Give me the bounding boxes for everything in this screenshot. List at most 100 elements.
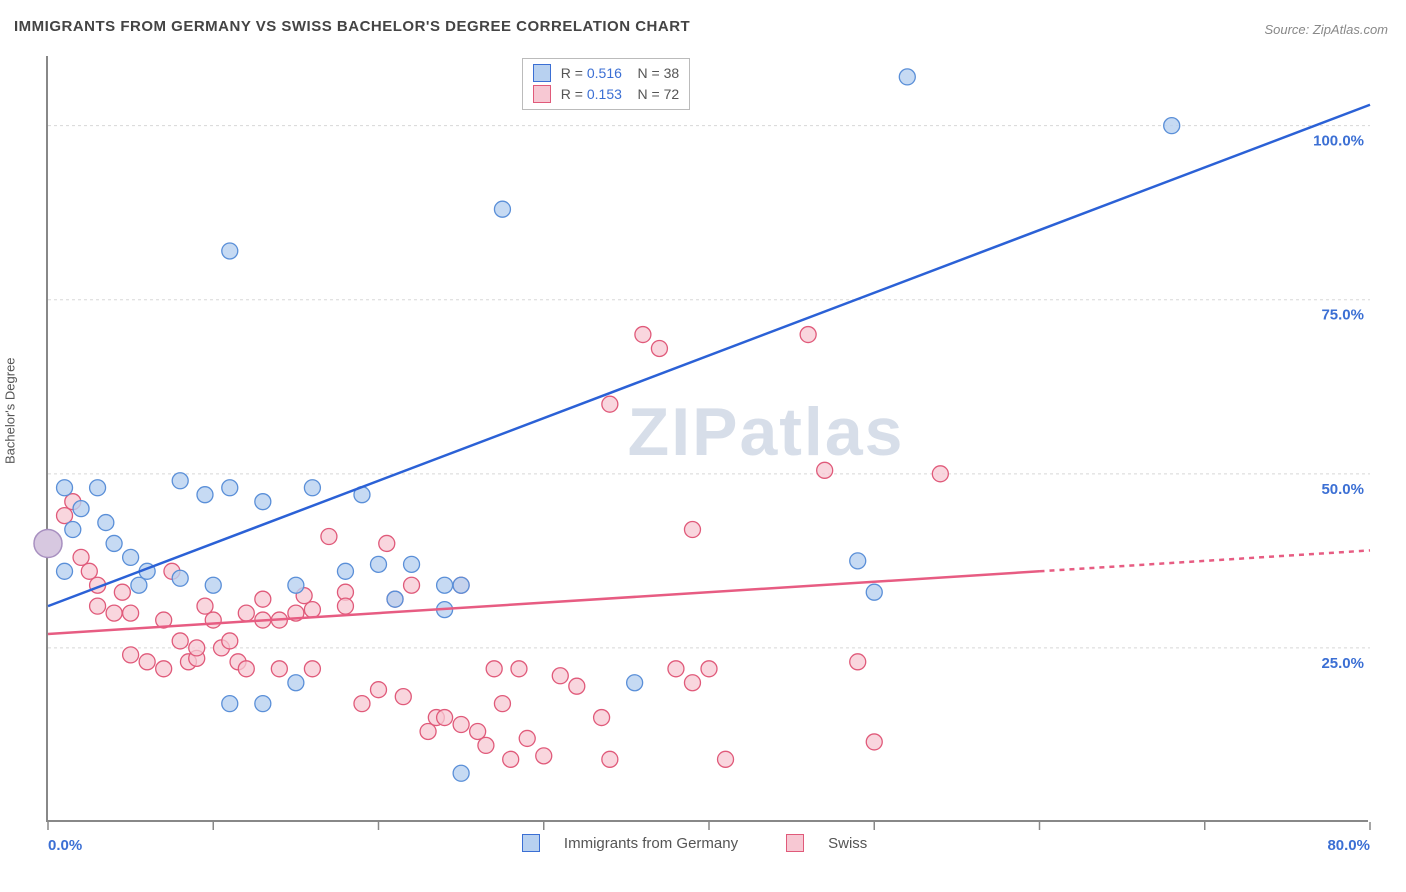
germany-data-point xyxy=(494,201,510,217)
swiss-data-point xyxy=(701,661,717,677)
swiss-data-point xyxy=(337,598,353,614)
legend-series-item: Swiss xyxy=(786,835,891,852)
swiss-data-point xyxy=(123,647,139,663)
swiss-data-point xyxy=(238,605,254,621)
swiss-data-point xyxy=(668,661,684,677)
y-tick-label: 25.0% xyxy=(1321,655,1364,672)
germany-data-point xyxy=(57,480,73,496)
swiss-data-point xyxy=(395,689,411,705)
legend-swatch-icon xyxy=(786,834,804,852)
swiss-data-point xyxy=(81,563,97,579)
legend-series-label: Immigrants from Germany xyxy=(564,835,738,852)
germany-data-point xyxy=(453,577,469,593)
swiss-data-point xyxy=(238,661,254,677)
swiss-data-point xyxy=(602,396,618,412)
swiss-data-point xyxy=(651,340,667,356)
r-label: R = xyxy=(561,65,587,81)
germany-data-point xyxy=(73,501,89,517)
germany-data-point xyxy=(627,675,643,691)
swiss-data-point xyxy=(205,612,221,628)
swiss-data-point xyxy=(379,535,395,551)
germany-data-point xyxy=(172,473,188,489)
legend-series-names: Immigrants from Germany Swiss xyxy=(522,834,915,852)
y-tick-label: 50.0% xyxy=(1321,481,1364,498)
germany-data-point xyxy=(387,591,403,607)
germany-data-point xyxy=(123,549,139,565)
swiss-data-point xyxy=(156,661,172,677)
r-value: 0.516 xyxy=(587,65,622,81)
germany-data-point xyxy=(255,696,271,712)
swiss-data-point xyxy=(635,327,651,343)
germany-data-point xyxy=(65,522,81,538)
swiss-data-point xyxy=(304,602,320,618)
swiss-data-point xyxy=(321,528,337,544)
germany-data-point xyxy=(404,556,420,572)
swiss-data-point xyxy=(114,584,130,600)
swiss-data-point xyxy=(470,723,486,739)
germany-data-point xyxy=(437,577,453,593)
swiss-data-point xyxy=(420,723,436,739)
swiss-data-point xyxy=(718,751,734,767)
swiss-data-point xyxy=(139,654,155,670)
swiss-data-point xyxy=(602,751,618,767)
y-tick-label: 75.0% xyxy=(1321,307,1364,324)
swiss-data-point xyxy=(478,737,494,753)
swiss-data-point xyxy=(189,640,205,656)
swiss-data-point xyxy=(354,696,370,712)
swiss-data-point xyxy=(552,668,568,684)
germany-data-point xyxy=(98,515,114,531)
germany-data-point xyxy=(288,577,304,593)
swiss-data-point xyxy=(172,633,188,649)
germany-data-point xyxy=(57,563,73,579)
r-value: 0.153 xyxy=(587,86,622,102)
large-data-marker xyxy=(34,529,62,557)
germany-data-point xyxy=(288,675,304,691)
swiss-data-point xyxy=(817,462,833,478)
germany-trend-line xyxy=(48,105,1370,606)
chart-title: IMMIGRANTS FROM GERMANY VS SWISS BACHELO… xyxy=(14,18,690,35)
germany-data-point xyxy=(197,487,213,503)
germany-data-point xyxy=(337,563,353,579)
germany-data-point xyxy=(131,577,147,593)
swiss-data-point xyxy=(800,327,816,343)
swiss-data-point xyxy=(106,605,122,621)
swiss-data-point xyxy=(371,682,387,698)
swiss-data-point xyxy=(404,577,420,593)
germany-data-point xyxy=(222,243,238,259)
x-tick-label-min: 0.0% xyxy=(48,837,82,854)
swiss-data-point xyxy=(123,605,139,621)
swiss-data-point xyxy=(594,710,610,726)
legend-stat-row: R = 0.153 N = 72 xyxy=(533,84,679,105)
legend-series-label: Swiss xyxy=(828,835,867,852)
swiss-trend-line xyxy=(48,571,1040,634)
swiss-data-point xyxy=(684,522,700,538)
swiss-data-point xyxy=(271,661,287,677)
germany-data-point xyxy=(222,480,238,496)
y-tick-label: 100.0% xyxy=(1313,133,1364,150)
swiss-data-point xyxy=(255,591,271,607)
swiss-data-point xyxy=(503,751,519,767)
n-value: 38 xyxy=(664,65,680,81)
correlation-scatter-plot: 25.0%50.0%75.0%100.0%0.0%80.0% xyxy=(46,56,1368,822)
swiss-data-point xyxy=(486,661,502,677)
y-axis-label: Bachelor's Degree xyxy=(3,357,18,464)
swiss-data-point xyxy=(850,654,866,670)
swiss-data-point xyxy=(90,598,106,614)
swiss-data-point xyxy=(437,710,453,726)
r-label: R = xyxy=(561,86,587,102)
legend-swatch-icon xyxy=(522,834,540,852)
source-attribution: Source: ZipAtlas.com xyxy=(1264,22,1388,37)
n-value: 72 xyxy=(664,86,680,102)
legend-swatch-icon xyxy=(533,64,551,82)
germany-data-point xyxy=(255,494,271,510)
germany-data-point xyxy=(205,577,221,593)
germany-data-point xyxy=(172,570,188,586)
swiss-data-point xyxy=(494,696,510,712)
swiss-data-point xyxy=(453,717,469,733)
swiss-data-point xyxy=(57,508,73,524)
legend-swatch-icon xyxy=(533,85,551,103)
swiss-trend-line-extrapolated xyxy=(1040,550,1371,571)
germany-data-point xyxy=(222,696,238,712)
swiss-data-point xyxy=(866,734,882,750)
germany-data-point xyxy=(90,480,106,496)
